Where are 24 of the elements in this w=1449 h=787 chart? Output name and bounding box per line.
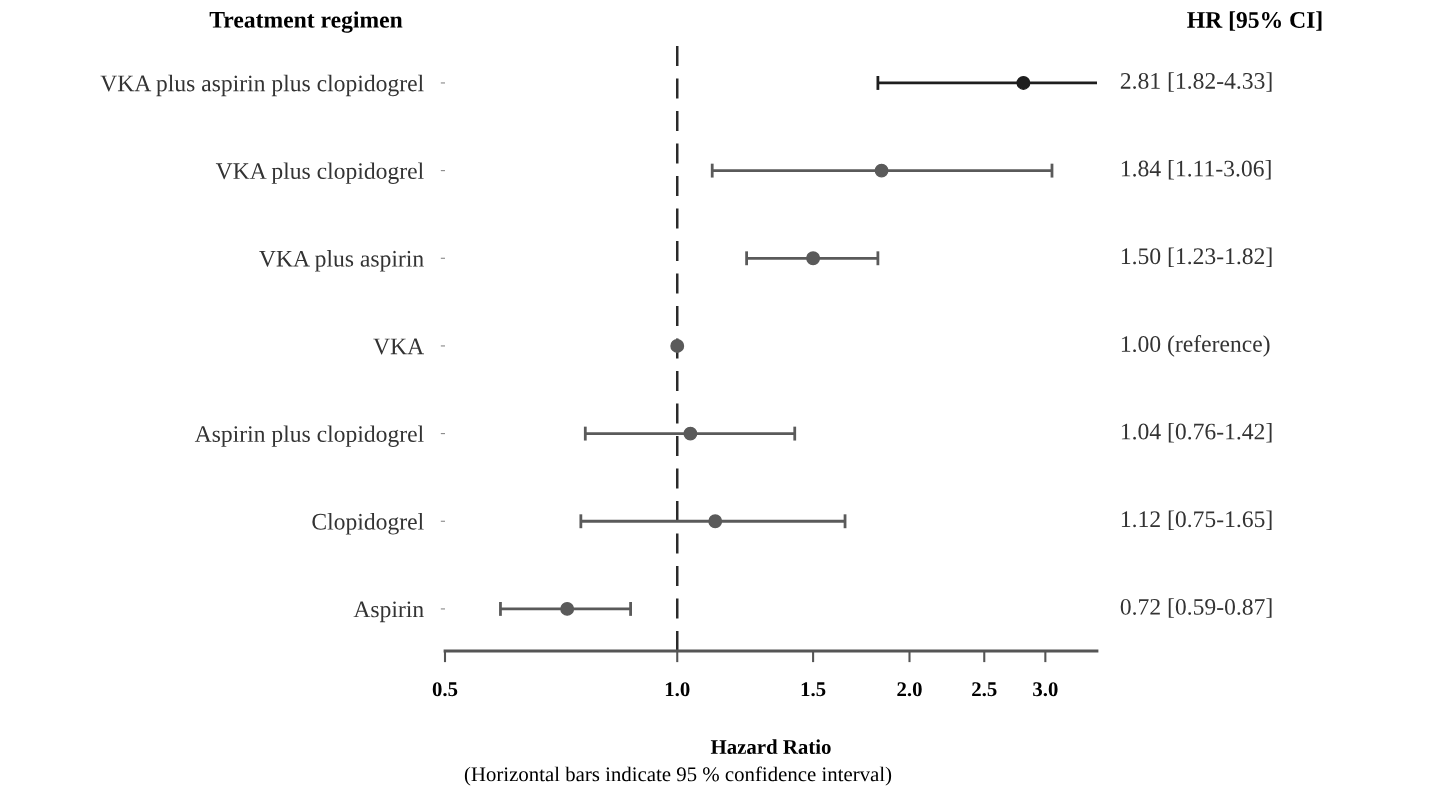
y-tick-label: VKA plus clopidogrel [215, 162, 424, 184]
y-axis-title: Treatment regimen [209, 11, 403, 33]
x-axis-title: Hazard Ratio [710, 739, 831, 754]
y-tick-label: Aspirin plus clopidogrel [194, 425, 424, 447]
x-tick-label: 2.5 [972, 682, 997, 697]
data-label: 2.81 [1.82-4.33] [1120, 72, 1272, 92]
data-label: 1.00 (reference) [1121, 335, 1270, 357]
x-tick-label: 2.0 [897, 682, 922, 697]
y-tick-label: VKA plus aspirin [259, 250, 424, 272]
y-tick-label: VKA [373, 338, 424, 355]
y-tick-label: Clopidogrel [312, 513, 424, 535]
data-label: 1.12 [0.75-1.65] [1121, 510, 1272, 531]
data-label: 1.84 [1.11-3.06] [1121, 159, 1271, 180]
x-tick-label: 1.5 [801, 682, 826, 697]
data-label: 1.50 [1.23-1.82] [1121, 247, 1272, 268]
x-tick-label: 3.0 [1033, 682, 1058, 697]
data-label: 0.72 [0.59-0.87] [1120, 598, 1272, 618]
x-tick-label: 0.5 [432, 682, 458, 697]
x-tick-label: 1.0 [665, 682, 690, 697]
data-label: 1.04 [0.76-1.42] [1121, 422, 1272, 443]
y-tick-label: Aspirin [353, 601, 424, 623]
y-tick-label: VKA plus aspirin plus clopidogrel [100, 74, 424, 97]
text: (Horizontal bars indicate 95 % confidence interval) [464, 766, 892, 786]
text: HR [95% CI] [1187, 11, 1322, 31]
